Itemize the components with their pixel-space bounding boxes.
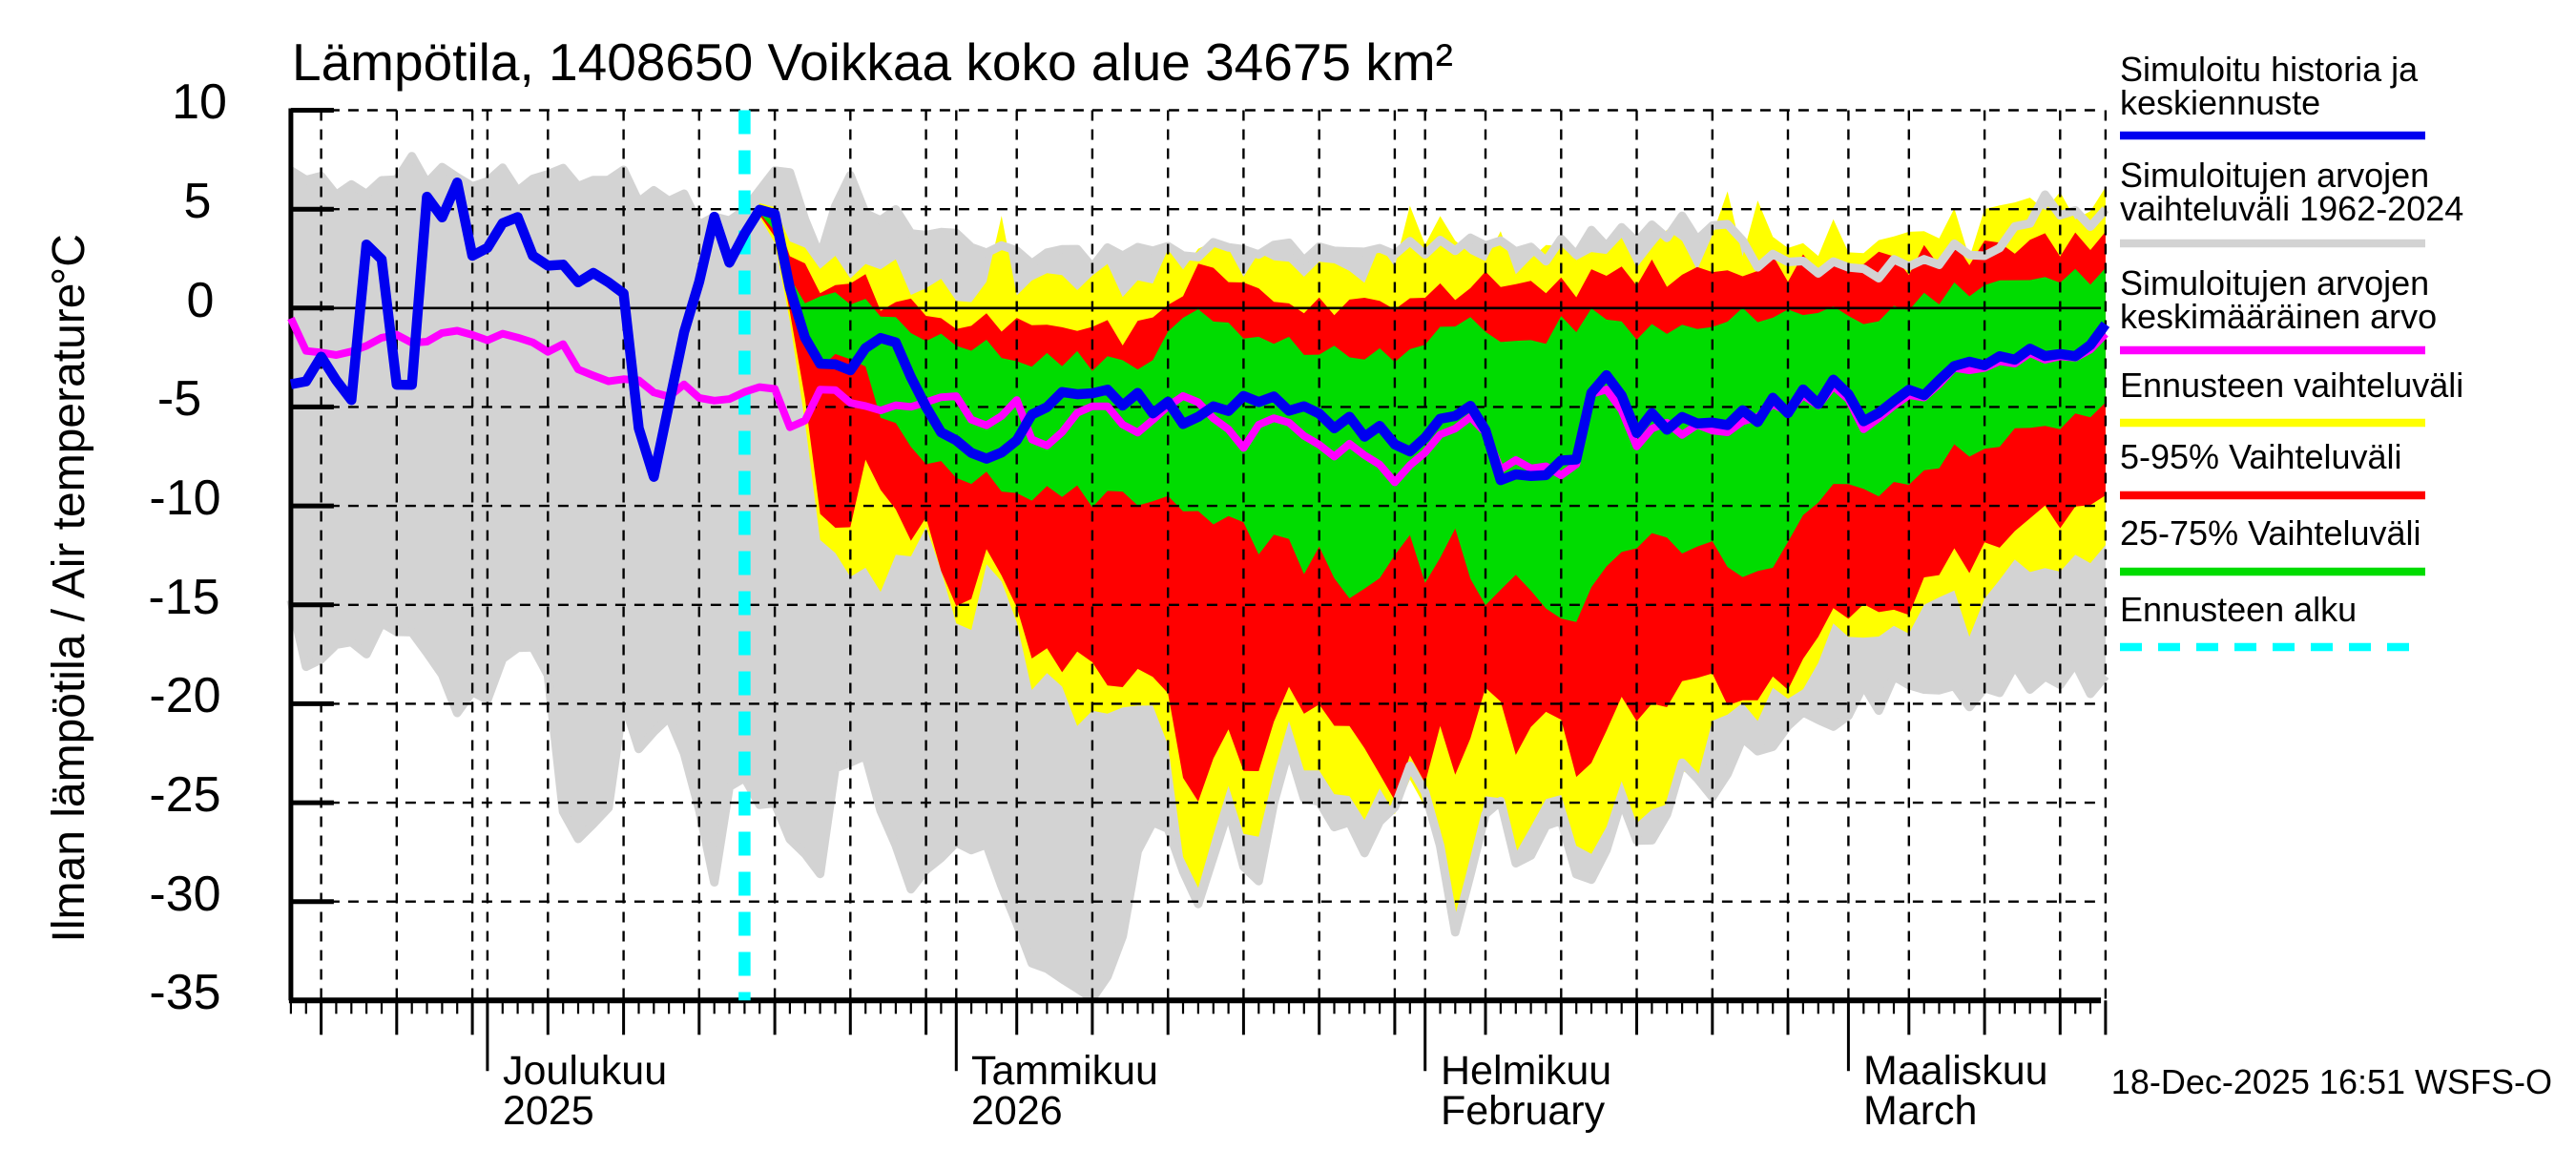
svg-text:Ennusteen vaihteluväli: Ennusteen vaihteluväli	[2120, 366, 2463, 405]
svg-text:-30: -30	[149, 867, 220, 922]
svg-text:Helmikuu: Helmikuu	[1441, 1048, 1611, 1094]
svg-text:-20: -20	[149, 668, 220, 723]
svg-text:Ilman lämpötila / Air temperat: Ilman lämpötila / Air temperature	[44, 283, 94, 943]
svg-text:25-75% Vaihteluväli: 25-75% Vaihteluväli	[2120, 513, 2421, 553]
svg-text:Maaliskuu: Maaliskuu	[1863, 1048, 2048, 1094]
svg-text:5: 5	[184, 174, 212, 229]
svg-text:18-Dec-2025 16:51 WSFS-O: 18-Dec-2025 16:51 WSFS-O	[2111, 1062, 2552, 1101]
svg-text:Tammikuu: Tammikuu	[971, 1048, 1158, 1094]
svg-text:March: March	[1863, 1088, 1977, 1134]
svg-text:2026: 2026	[971, 1088, 1063, 1134]
svg-text:-25: -25	[149, 767, 220, 823]
svg-text:°C: °C	[44, 234, 94, 285]
svg-text:5-95% Vaihteluväli: 5-95% Vaihteluväli	[2120, 437, 2402, 476]
svg-text:-5: -5	[157, 371, 201, 427]
svg-text:-35: -35	[149, 965, 220, 1020]
svg-text:Simuloitu historia ja: Simuloitu historia ja	[2120, 50, 2419, 89]
svg-text:0: 0	[187, 273, 215, 328]
svg-text:Lämpötila, 1408650 Voikkaa kok: Lämpötila, 1408650 Voikkaa koko alue 346…	[292, 32, 1453, 92]
svg-text:vaihteluväli 1962-2024: vaihteluväli 1962-2024	[2120, 189, 2463, 228]
svg-text:Joulukuu: Joulukuu	[503, 1048, 667, 1094]
svg-text:keskimääräinen arvo: keskimääräinen arvo	[2120, 297, 2437, 336]
svg-text:-15: -15	[148, 570, 219, 625]
svg-text:2025: 2025	[503, 1088, 594, 1134]
svg-text:10: 10	[172, 74, 227, 130]
svg-text:Ennusteen alku: Ennusteen alku	[2120, 590, 2357, 629]
svg-text:-10: -10	[149, 470, 220, 526]
svg-text:February: February	[1441, 1088, 1606, 1134]
svg-text:Simuloitujen arvojen: Simuloitujen arvojen	[2120, 156, 2429, 195]
svg-text:Simuloitujen arvojen: Simuloitujen arvojen	[2120, 263, 2429, 303]
svg-text:keskiennuste: keskiennuste	[2120, 83, 2320, 122]
